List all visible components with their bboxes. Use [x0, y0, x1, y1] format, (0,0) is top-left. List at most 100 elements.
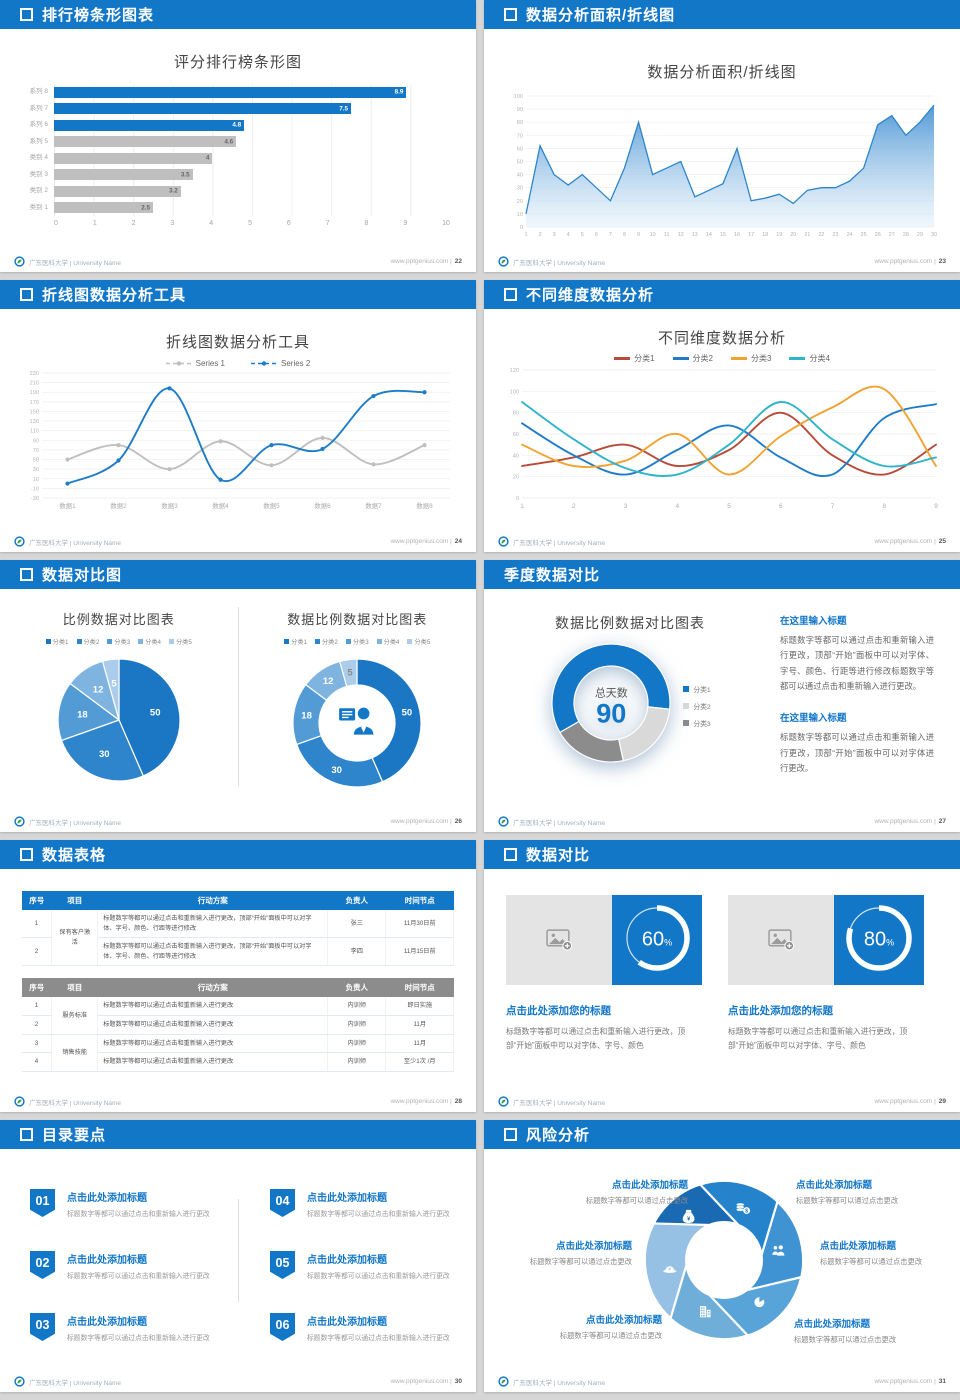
- university-logo: [498, 256, 509, 267]
- slide-thumbnail-29[interactable]: 数据对比 60% 点击此处添加您的标题 标题数字等都可以通过点击和重新输入进行更…: [484, 840, 960, 1112]
- svg-text:18: 18: [762, 232, 768, 238]
- svg-text:¥: ¥: [669, 1267, 672, 1272]
- svg-text:9: 9: [637, 232, 640, 238]
- vertical-divider: [238, 1199, 239, 1302]
- item-title: 点击此处添加标题: [307, 1255, 387, 1266]
- slide-thumbnail-23[interactable]: 数据分析面积/折线图 数据分析面积/折线图 0 10 20 30 40 50 60 70 80 9…: [484, 0, 960, 272]
- footer-site: www.pptgenius.com | 23: [874, 258, 946, 265]
- slide-header: 数据对比: [484, 840, 960, 869]
- slide-header-title: 数据对比: [526, 847, 591, 864]
- cell-owner: 内训师: [327, 997, 387, 1017]
- chart-title: 评分排行榜条形图: [173, 54, 302, 71]
- slide-thumbnail-24[interactable]: 折线图数据分析工具 折线图数据分析工具 Series 1 Series 2 -30…: [0, 280, 476, 552]
- footer-brand: 广东医科大学 | University Name: [513, 539, 605, 547]
- item-body: 标题数字等都可以通过点击和重新输入进行更改: [307, 1211, 450, 1218]
- slide-header: 风险分析: [484, 1120, 960, 1149]
- item-title: 点击此处添加标题: [307, 1317, 387, 1328]
- risk-title: 点击此处添加标题: [794, 1319, 871, 1330]
- directory-item: 05 点击此处添加标题 标题数字等都可以通过点击和重新输入进行更改: [270, 1251, 476, 1280]
- helmet-icon: ¥: [663, 1266, 677, 1273]
- slide-footer: 广东医科大学 | University Name www.pptgenius.c…: [14, 1096, 462, 1107]
- square-bullet-icon: [504, 848, 517, 861]
- col-header: 负责人: [327, 891, 386, 910]
- square-bullet-icon: [20, 1128, 33, 1141]
- risk-body: 标题数字等都可以通过点击更改: [559, 1331, 662, 1340]
- slide-thumbnail-31[interactable]: 风险分析 ¥ $ ¥ 点击此处添加标题 标题数字等都可以通过点击更改 点击此处添加标…: [484, 1120, 960, 1392]
- slide-header: 数据表格: [0, 840, 476, 869]
- page-number: 28: [454, 1098, 462, 1105]
- svg-text:60: 60: [513, 432, 519, 438]
- donut-center-label: 总天数: [594, 687, 628, 699]
- image-placeholder: [506, 895, 612, 985]
- cell-owner: 内训师: [327, 1015, 387, 1035]
- svg-text:80: 80: [517, 120, 523, 126]
- svg-text:130: 130: [30, 419, 39, 425]
- svg-text:9: 9: [934, 503, 938, 510]
- slide-thumbnail-25[interactable]: 不同维度数据分析 不同维度数据分析 分类1 分类2 分类3 分类4 0 20 40 60 80…: [484, 280, 960, 552]
- svg-text:4: 4: [567, 232, 570, 238]
- directory-item: 04 点击此处添加标题 标题数字等都可以通过点击和重新输入进行更改: [270, 1189, 476, 1218]
- page-number: 22: [454, 258, 462, 265]
- cell-deadline: 即日实施: [385, 997, 455, 1017]
- footer-brand: 广东医科大学 | University Name: [29, 259, 121, 267]
- pie-chart-title: 比例数据对比图表: [62, 612, 175, 627]
- panel-title: 点击此处添加您的标题: [728, 1005, 833, 1017]
- number-badge: 03: [30, 1313, 55, 1341]
- svg-text:90: 90: [33, 438, 39, 444]
- slide-thumbnail-30[interactable]: 目录要点 01 点击此处添加标题 标题数字等都可以通过点击和重新输入进行更改 04…: [0, 1120, 476, 1392]
- slide-thumbnail-28[interactable]: 数据表格 序号 项目 行动方案 负责人 时间节点 1 保有客户激活 标题数字等都…: [0, 840, 476, 1112]
- table-row: 2 标题数字等都可以通过点击和重新输入进行更改，顶部“开始”面板中可以对字体、字…: [21, 937, 455, 967]
- svg-text:50: 50: [150, 707, 161, 718]
- footer-site: www.pptgenius.com | 25: [874, 538, 946, 545]
- col-header: 行动方案: [97, 978, 328, 998]
- number-badge: 05: [270, 1251, 295, 1279]
- number-badge: 04: [270, 1189, 295, 1217]
- svg-text:7: 7: [609, 232, 612, 238]
- footer-brand: 广东医科大学 | University Name: [513, 259, 605, 267]
- svg-text:0: 0: [516, 496, 519, 502]
- university-logo: [14, 536, 25, 547]
- svg-text:13: 13: [692, 232, 698, 238]
- col-header: 时间节点: [385, 978, 454, 998]
- svg-text:7: 7: [831, 503, 835, 510]
- donut-center-text: 总天数 90: [595, 684, 628, 727]
- action-plan-table-2: 序号 项目 行动方案 负责人 时间节点 1 服务标准 标题数字等都可以通过点击和…: [21, 978, 455, 1072]
- donut-center-value: 90: [596, 698, 627, 728]
- slide-thumbnail-27[interactable]: 季度数据对比 数据比例数据对比图表 总天数 90 分类1 分类2 分类3 在这里输入…: [484, 560, 960, 832]
- slide-thumbnail-26[interactable]: 数据对比图 比例数据对比图表 分类1 分类2 分类3 分类4 分类5 50 30 18 12 5…: [0, 560, 476, 832]
- cell-deadline: 至少1次 /月: [385, 1052, 455, 1072]
- square-bullet-icon: [20, 848, 33, 861]
- slide-header: 折线图数据分析工具: [0, 280, 476, 309]
- svg-text:28: 28: [903, 232, 909, 238]
- svg-text:14: 14: [706, 232, 712, 238]
- svg-text:150: 150: [30, 409, 39, 415]
- directory-item: 01 点击此处添加标题 标题数字等都可以通过点击和重新输入进行更改: [30, 1189, 238, 1218]
- page-number: 25: [938, 538, 946, 545]
- risk-body: 标题数字等都可以通过点击更改: [796, 1196, 899, 1205]
- svg-text:30: 30: [517, 186, 523, 192]
- svg-text:3: 3: [624, 503, 628, 510]
- svg-text:24: 24: [847, 232, 853, 238]
- svg-text:20: 20: [790, 232, 796, 238]
- svg-text:3: 3: [553, 232, 556, 238]
- svg-text:80: 80: [513, 411, 519, 417]
- progress-value: 60: [641, 928, 665, 951]
- svg-text:数据8: 数据8: [416, 501, 433, 510]
- footer-brand: 广东医科大学 | University Name: [29, 539, 121, 547]
- panel-body: 标题数字等都可以通过点击和重新输入进行更改，顶部“开始”面板中可以对字体、字号、…: [728, 1027, 908, 1051]
- footer-site: www.pptgenius.com | 30: [390, 1378, 462, 1385]
- svg-text:-30: -30: [31, 496, 39, 502]
- slide-footer: 广东医科大学 | University Name www.pptgenius.c…: [498, 1096, 946, 1107]
- svg-text:10: 10: [650, 232, 656, 238]
- svg-text:22: 22: [818, 232, 824, 238]
- slide-thumbnail-22[interactable]: 排行榜条形图表 评分排行榜条形图 系列 8 系列 7 系列 6 系列 5 类别 4 类别 …: [0, 0, 476, 272]
- table-row: 1 保有客户激活 标题数字等都可以通过点击和重新输入进行更改，顶部“开始”面板中…: [21, 910, 455, 967]
- money-bag-icon: ¥: [682, 1209, 695, 1223]
- donut-legend: 分类1 分类2 分类3: [683, 684, 711, 728]
- svg-text:21: 21: [804, 232, 810, 238]
- footer-site: www.pptgenius.com | 22: [390, 258, 462, 265]
- square-bullet-icon: [20, 288, 33, 301]
- col-header: 负责人: [327, 978, 386, 998]
- square-bullet-icon: [504, 8, 517, 21]
- svg-text:50: 50: [517, 160, 523, 166]
